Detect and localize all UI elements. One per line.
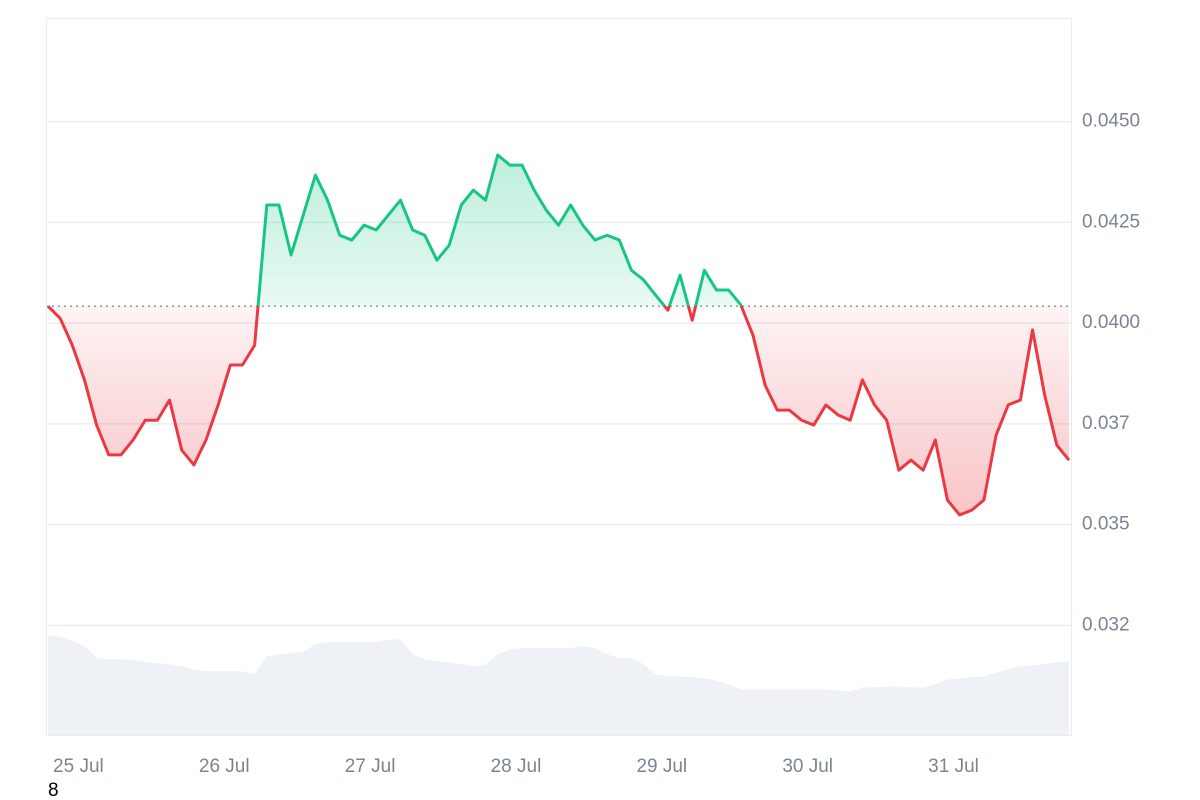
price-area	[48, 155, 1069, 515]
y-tick-label: 0.0425	[1082, 211, 1140, 232]
plot-frame	[46, 18, 1072, 736]
y-tick-label: 0.0400	[1082, 312, 1140, 333]
y-tick-label: 0.032	[1082, 614, 1130, 635]
annotation: 8	[48, 780, 59, 800]
y-tick-label: 0.037	[1082, 413, 1130, 434]
y-tick-label: 0.0450	[1082, 111, 1140, 132]
x-tick-label: 28 Jul	[491, 756, 542, 777]
x-tick-label: 30 Jul	[782, 756, 833, 777]
x-tick-label: 26 Jul	[199, 756, 250, 777]
x-tick-label: 29 Jul	[636, 756, 687, 777]
volume-area	[48, 635, 1069, 735]
price-line	[46, 153, 1071, 517]
x-tick-label: 27 Jul	[345, 756, 396, 777]
y-tick-label: 0.035	[1082, 514, 1130, 535]
x-tick-label: 31 Jul	[928, 756, 979, 777]
x-tick-label: 25 Jul	[53, 756, 104, 777]
